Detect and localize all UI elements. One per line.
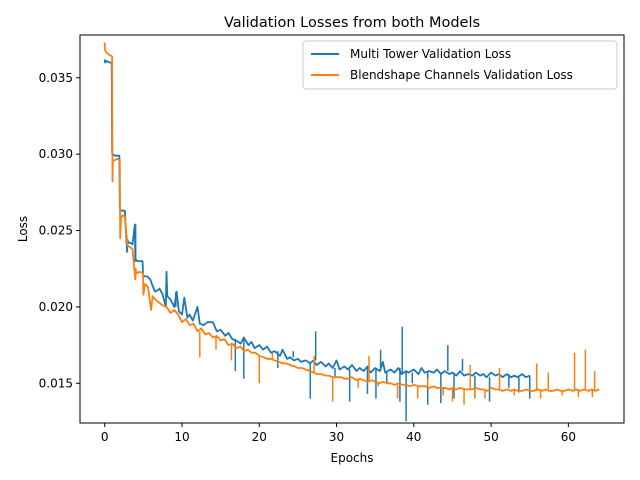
legend-label-blendshape: Blendshape Channels Validation Loss xyxy=(350,68,573,82)
x-axis: 0 10 20 30 40 50 60 xyxy=(101,423,576,444)
x-tick-label: 20 xyxy=(252,430,267,444)
y-tick-label: 0.030 xyxy=(39,147,73,161)
plot-area xyxy=(103,42,600,422)
x-tick-label: 30 xyxy=(329,430,344,444)
legend-box xyxy=(302,40,618,90)
x-tick-label: 0 xyxy=(101,430,109,444)
chart-title: Validation Losses from both Models xyxy=(224,15,480,31)
y-tick-label: 0.035 xyxy=(39,71,73,85)
legend: Multi Tower Validation Loss Blendshape C… xyxy=(302,40,618,90)
y-tick-label: 0.015 xyxy=(39,376,73,390)
legend-label-multi-tower: Multi Tower Validation Loss xyxy=(350,47,511,61)
x-tick-label: 50 xyxy=(483,430,498,444)
x-tick-label: 40 xyxy=(406,430,421,444)
x-axis-label: Epochs xyxy=(331,451,374,465)
y-tick-label: 0.025 xyxy=(39,224,73,238)
x-tick-label: 10 xyxy=(174,430,189,444)
y-axis-label: Loss xyxy=(16,216,30,242)
x-tick-label: 60 xyxy=(561,430,576,444)
y-tick-label: 0.020 xyxy=(39,300,73,314)
y-axis: 0.015 0.020 0.025 0.030 0.035 xyxy=(39,71,80,390)
plot-frame xyxy=(79,34,625,424)
series-line-blendshape xyxy=(103,42,600,392)
series-line-multi-tower xyxy=(103,59,531,379)
